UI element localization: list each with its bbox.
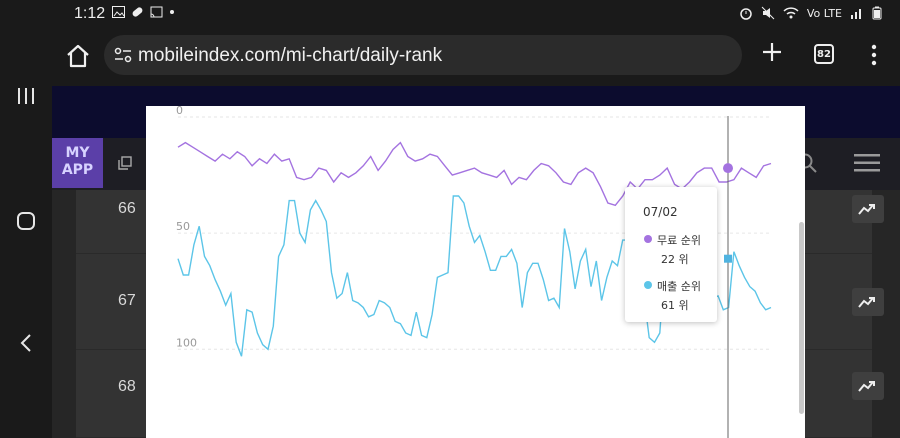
y-tick-label: 100: [176, 336, 197, 349]
mute-icon: [761, 6, 775, 20]
browser-menu-icon[interactable]: [866, 44, 882, 66]
rank-number: 66: [118, 200, 136, 217]
site-settings-icon[interactable]: [114, 47, 132, 63]
system-nav-rail: [0, 0, 52, 438]
back-nav-button[interactable]: [0, 332, 52, 354]
my-app-button[interactable]: MY APP: [52, 138, 103, 188]
pill-icon: [132, 7, 143, 17]
home-circle-icon: [17, 212, 35, 230]
y-tick-label: 50: [176, 220, 190, 233]
network-type-label: Vo LTE: [806, 6, 842, 20]
cast-icon: [150, 6, 163, 18]
status-bar: 1:12 Vo LTE: [52, 0, 900, 30]
notification-icons: [112, 6, 175, 18]
signal-icon: [851, 9, 861, 19]
address-bar[interactable]: mobileindex.com/mi-chart/daily-rank: [104, 35, 742, 75]
system-status-icons: Vo LTE: [739, 6, 882, 20]
filter-icon[interactable]: [118, 156, 132, 170]
url-text: mobileindex.com/mi-chart/daily-rank: [138, 45, 443, 66]
battery-icon: [872, 6, 882, 20]
tooltip-revenue-rank-dot: [644, 281, 652, 289]
tooltip-free-rank-dot: [644, 235, 652, 243]
tooltip-date: 07/02: [643, 205, 678, 219]
trend-chart-button[interactable]: [852, 195, 884, 223]
wifi-icon: [783, 7, 799, 19]
my-app-label-line1: MY: [65, 145, 90, 161]
chart-scrollbar[interactable]: [799, 222, 804, 414]
alarm-icon: [740, 8, 752, 20]
image-icon: [112, 6, 125, 18]
free-rank-hover-marker: [723, 163, 733, 174]
tooltip-revenue-rank-value: 61 위: [661, 299, 689, 312]
revenue-rank-hover-marker: [724, 254, 732, 263]
trend-chart-button[interactable]: [852, 372, 884, 400]
browser-toolbar: mobileindex.com/mi-chart/daily-rank 82: [52, 30, 900, 86]
hamburger-menu-icon[interactable]: [854, 154, 880, 172]
y-tick-label: 0: [176, 106, 183, 117]
new-tab-plus-icon[interactable]: [760, 40, 784, 64]
trend-chart-icon: [858, 204, 875, 215]
tooltip-free-rank-value: 22 위: [661, 253, 689, 266]
status-time: 1:12: [74, 5, 106, 22]
recent-apps-icon: [18, 88, 34, 104]
tooltip-revenue-rank-label: 매출 순위: [657, 280, 701, 293]
rank-number: 67: [118, 292, 136, 309]
recent-apps-button[interactable]: [0, 86, 52, 106]
back-chevron-icon: [20, 334, 31, 352]
more-notifications-dot-icon: [170, 10, 174, 14]
my-app-label-line2: APP: [61, 162, 94, 178]
home-nav-button[interactable]: [0, 210, 52, 232]
tooltip-free-rank-label: 무료 순위: [657, 234, 701, 247]
trend-chart-button[interactable]: [852, 288, 884, 316]
trend-chart-icon: [858, 297, 875, 308]
tab-switcher-button[interactable]: 82: [814, 44, 834, 64]
browser-home-icon[interactable]: [64, 42, 92, 70]
rank-number: 68: [118, 378, 136, 395]
trend-chart-icon: [858, 381, 875, 392]
free-rank-series-line: [177, 141, 772, 207]
chart-tooltip: 07/02 무료 순위 22 위 매출 순위 61 위: [625, 187, 717, 322]
